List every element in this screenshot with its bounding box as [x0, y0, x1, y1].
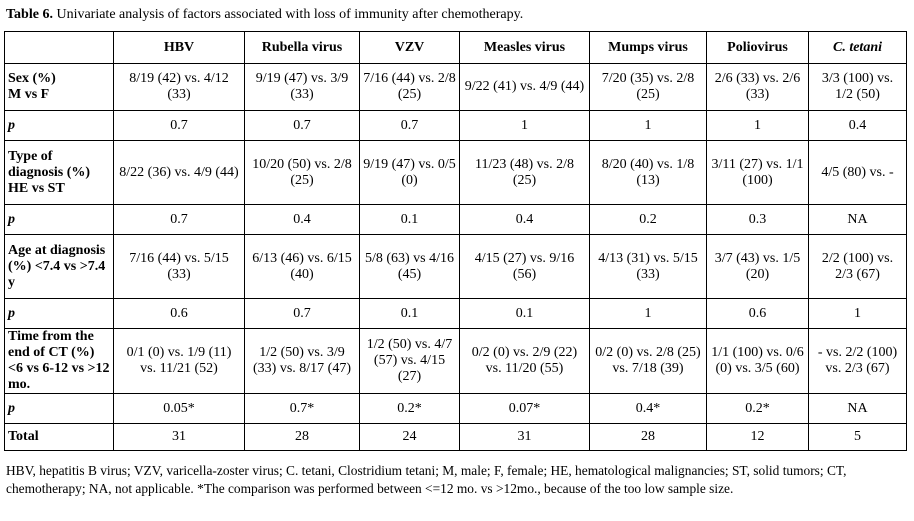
- table-cell: 3/3 (100) vs. 1/2 (50): [808, 63, 907, 111]
- table-cell: 0.4: [459, 204, 590, 235]
- table-cell: 7/16 (44) vs. 5/15 (33): [113, 234, 245, 299]
- table-cell: 1: [706, 110, 809, 141]
- header-cell-rubella: Rubella virus: [244, 31, 360, 64]
- table-cell: 5: [808, 423, 907, 451]
- table-cell: 12: [706, 423, 809, 451]
- table-row: Type of diagnosis (%) HE vs ST 8/22 (36) …: [4, 140, 907, 205]
- table-cell: NA: [808, 204, 907, 235]
- table-cell: 3/11 (27) vs. 1/1 (100): [706, 140, 809, 205]
- table-cell: 5/8 (63) vs 4/16 (45): [359, 234, 460, 299]
- table-row: Age at diagnosis (%) <7.4 vs >7.4 y 7/16 …: [4, 234, 907, 299]
- table-cell: 1: [589, 298, 707, 329]
- table-cell: 1: [459, 110, 590, 141]
- table-cell: 7/16 (44) vs. 2/8 (25): [359, 63, 460, 111]
- table-cell: 8/22 (36) vs. 4/9 (44): [113, 140, 245, 205]
- row-label: p: [4, 393, 114, 424]
- row-label: p: [4, 204, 114, 235]
- table-cell: 8/19 (42) vs. 4/12 (33): [113, 63, 245, 111]
- table-cell: 4/13 (31) vs. 5/15 (33): [589, 234, 707, 299]
- table-cell: 0.07*: [459, 393, 590, 424]
- table-cell: 0.1: [459, 298, 590, 329]
- row-label: Type of diagnosis (%) HE vs ST: [4, 140, 114, 205]
- table-cell: 2/6 (33) vs. 2/6 (33): [706, 63, 809, 111]
- table-cell: NA: [808, 393, 907, 424]
- table-caption: Table 6. Univariate analysis of factors …: [6, 6, 523, 24]
- table-cell: 0.6: [113, 298, 245, 329]
- table-cell: 0.7: [244, 110, 360, 141]
- header-cell-polio: Poliovirus: [706, 31, 809, 64]
- header-cell-vzv: VZV: [359, 31, 460, 64]
- row-label: Sex (%) M vs F: [4, 63, 114, 111]
- table-cell: 0.4: [244, 204, 360, 235]
- table-cell: 24: [359, 423, 460, 451]
- table-cell: 9/19 (47) vs. 0/5 (0): [359, 140, 460, 205]
- table-cell: 9/19 (47) vs. 3/9 (33): [244, 63, 360, 111]
- p-value-row: p 0.05* 0.7* 0.2* 0.07* 0.4* 0.2* NA: [4, 393, 907, 424]
- table-cell: 0.7: [113, 110, 245, 141]
- table-cell: 28: [244, 423, 360, 451]
- table-cell: 4/5 (80) vs. -: [808, 140, 907, 205]
- table-cell: 0.2*: [706, 393, 809, 424]
- p-value-row: p 0.7 0.4 0.1 0.4 0.2 0.3 NA: [4, 204, 907, 235]
- header-row: HBV Rubella virus VZV Measles virus Mump…: [4, 31, 907, 64]
- table-cell: 10/20 (50) vs. 2/8 (25): [244, 140, 360, 205]
- row-label: p: [4, 298, 114, 329]
- row-label: Total: [4, 423, 114, 451]
- table-cell: 1: [589, 110, 707, 141]
- p-value-row: p 0.6 0.7 0.1 0.1 1 0.6 1: [4, 298, 907, 329]
- p-value-row: p 0.7 0.7 0.7 1 1 1 0.4: [4, 110, 907, 141]
- header-cell-mumps: Mumps virus: [589, 31, 707, 64]
- table-cell: 31: [113, 423, 245, 451]
- table-cell: 0.3: [706, 204, 809, 235]
- table-cell: 0.6: [706, 298, 809, 329]
- table-row: Total 31 28 24 31 28 12 5: [4, 423, 907, 451]
- table-cell: 7/20 (35) vs. 2/8 (25): [589, 63, 707, 111]
- header-cell-blank: [4, 31, 114, 64]
- table-cell: 4/15 (27) vs. 9/16 (56): [459, 234, 590, 299]
- table-cell: 0.4: [808, 110, 907, 141]
- table-cell: 6/13 (46) vs. 6/15 (40): [244, 234, 360, 299]
- row-label: p: [4, 110, 114, 141]
- table-cell: 2/2 (100) vs. 2/3 (67): [808, 234, 907, 299]
- table-cell: 0.2: [589, 204, 707, 235]
- table-cell: 0.05*: [113, 393, 245, 424]
- table-cell: 31: [459, 423, 590, 451]
- table-cell: 0.1: [359, 204, 460, 235]
- table-cell: 11/23 (48) vs. 2/8 (25): [459, 140, 590, 205]
- row-label: Time from the end of CT (%) <6 vs 6-12 v…: [4, 328, 114, 394]
- table-cell: 0.2*: [359, 393, 460, 424]
- table-row: Time from the end of CT (%) <6 vs 6-12 v…: [4, 328, 907, 394]
- table-cell: 0/1 (0) vs. 1/9 (11) vs. 11/21 (52): [113, 328, 245, 394]
- table-cell: 0.7: [244, 298, 360, 329]
- table-cell: 8/20 (40) vs. 1/8 (13): [589, 140, 707, 205]
- results-table: HBV Rubella virus VZV Measles virus Mump…: [4, 31, 907, 451]
- table-cell: 28: [589, 423, 707, 451]
- table-cell: 0.7: [359, 110, 460, 141]
- row-label: Age at diagnosis (%) <7.4 vs >7.4 y: [4, 234, 114, 299]
- table-cell: 0.4*: [589, 393, 707, 424]
- table-cell: 0.1: [359, 298, 460, 329]
- header-cell-measles: Measles virus: [459, 31, 590, 64]
- table-caption-label: Table 6.: [6, 7, 53, 22]
- header-cell-tetani: C. tetani: [808, 31, 907, 64]
- table-cell: 0/2 (0) vs. 2/8 (25) vs. 7/18 (39): [589, 328, 707, 394]
- header-cell-hbv: HBV: [113, 31, 245, 64]
- table-cell: - vs. 2/2 (100) vs. 2/3 (67): [808, 328, 907, 394]
- table-body: Sex (%) M vs F 8/19 (42) vs. 4/12 (33) 9/1…: [4, 63, 907, 451]
- table-cell: 3/7 (43) vs. 1/5 (20): [706, 234, 809, 299]
- table-cell: 0.7*: [244, 393, 360, 424]
- table-footnote: HBV, hepatitis B virus; VZV, varicella-z…: [6, 463, 847, 496]
- table-cell: 0.7: [113, 204, 245, 235]
- table-cell: 1/2 (50) vs. 3/9 (33) vs. 8/17 (47): [244, 328, 360, 394]
- table-row: Sex (%) M vs F 8/19 (42) vs. 4/12 (33) 9/1…: [4, 63, 907, 111]
- table-cell: 9/22 (41) vs. 4/9 (44): [459, 63, 590, 111]
- table-caption-text: Univariate analysis of factors associate…: [52, 7, 524, 22]
- table-cell: 1/2 (50) vs. 4/7 (57) vs. 4/15 (27): [359, 328, 460, 394]
- table-cell: 1: [808, 298, 907, 329]
- table-cell: 0/2 (0) vs. 2/9 (22) vs. 11/20 (55): [459, 328, 590, 394]
- table-cell: 1/1 (100) vs. 0/6 (0) vs. 3/5 (60): [706, 328, 809, 394]
